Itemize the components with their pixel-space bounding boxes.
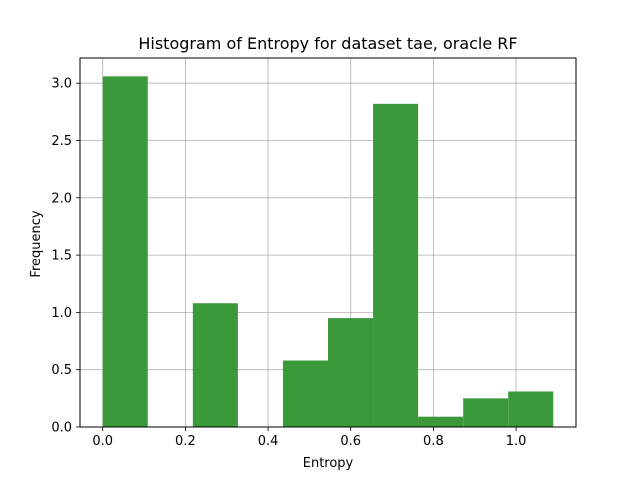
histogram-bar (508, 391, 554, 427)
histogram-bar (328, 318, 374, 427)
y-tick-label: 1.0 (51, 306, 72, 321)
x-tick-label: 0.6 (340, 434, 361, 449)
bars (102, 76, 554, 428)
x-tick-label: 0.8 (423, 434, 444, 449)
x-axis-ticks: 0.0 0.2 0.4 0.6 0.8 1.0 (92, 427, 526, 449)
y-tick-label: 3.0 (51, 77, 72, 92)
y-tick-label: 2.5 (51, 134, 72, 149)
y-axis-ticks: 0.0 0.5 1.0 1.5 2.0 2.5 3.0 (51, 77, 80, 436)
x-tick-label: 0.0 (92, 434, 113, 449)
y-axis-label: Frequency (29, 210, 44, 277)
grid-lines (80, 58, 576, 428)
histogram-bar (282, 360, 328, 427)
histogram-bar (192, 303, 238, 427)
chart-title: Histogram of Entropy for dataset tae, or… (138, 34, 517, 53)
histogram-bar (373, 103, 419, 428)
histogram-bar (102, 76, 148, 428)
plot-frame (79, 57, 577, 428)
y-tick-label: 1.5 (51, 249, 72, 264)
y-tick-label: 0.5 (51, 363, 72, 378)
histogram-bar (418, 416, 464, 427)
x-tick-label: 0.4 (258, 434, 279, 449)
y-tick-label: 2.0 (51, 191, 72, 206)
x-axis-label: Entropy (303, 456, 354, 471)
x-tick-label: 1.0 (506, 434, 527, 449)
histogram-bar (463, 398, 509, 427)
x-tick-label: 0.2 (175, 434, 196, 449)
y-tick-label: 0.0 (51, 421, 72, 436)
